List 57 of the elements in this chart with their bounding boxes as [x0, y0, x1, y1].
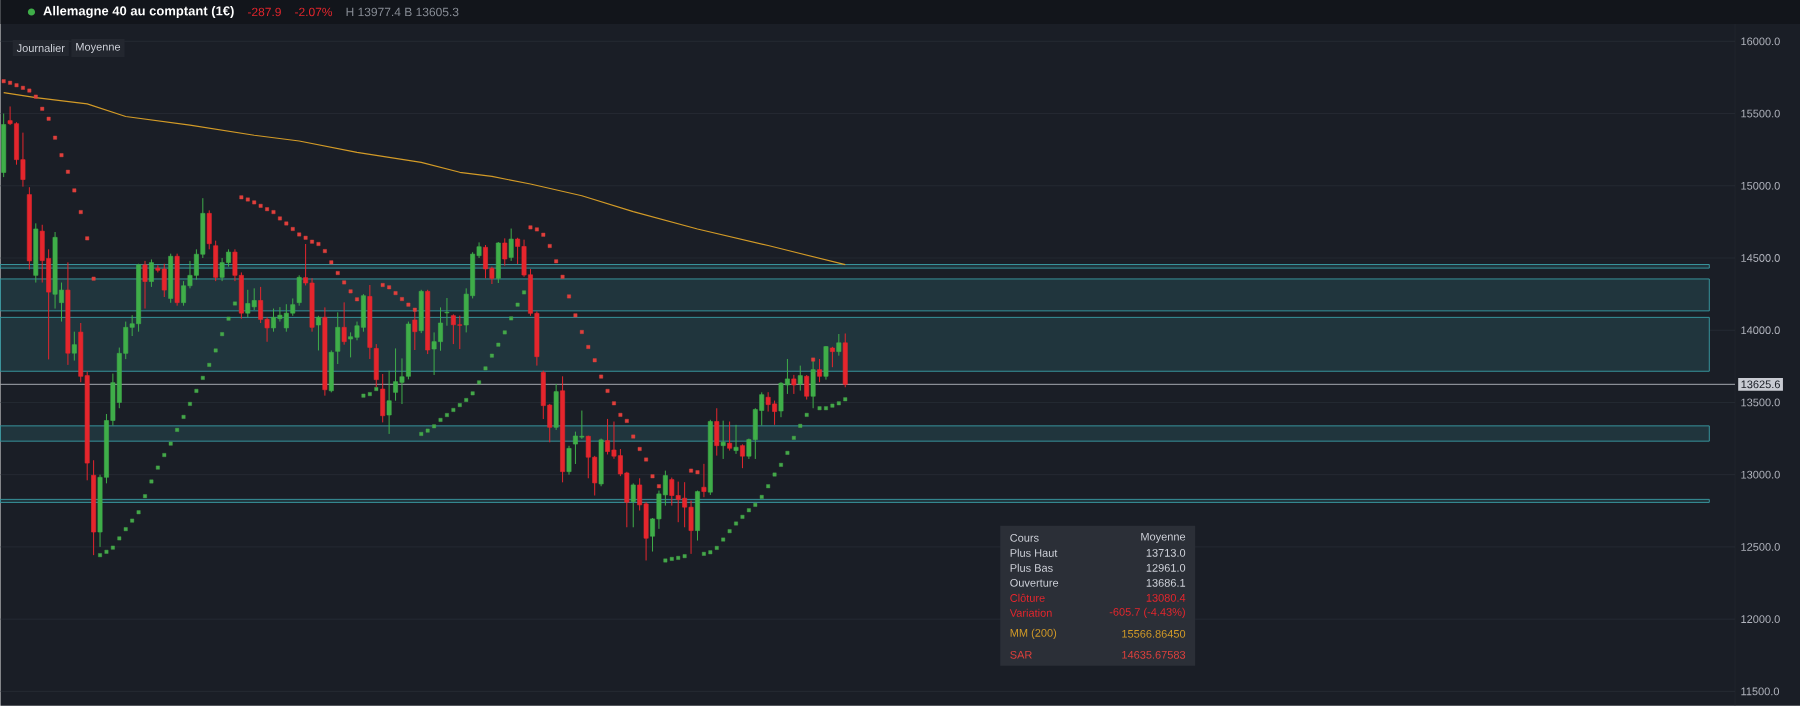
candlestick — [142, 260, 148, 310]
annotation: Moyenne — [1141, 532, 1186, 543]
y-tick-label: 14000.0 — [1741, 326, 1780, 335]
annotation: 14635.67583 — [1122, 650, 1186, 659]
annotation: Variation — [1009, 608, 1052, 617]
annotation: Journalier — [16, 43, 65, 53]
annotation: 13686.1 — [1146, 578, 1186, 587]
y-tick-label: 15000.0 — [1741, 181, 1780, 190]
candlestick — [335, 311, 341, 365]
text: -287.9 — [247, 7, 281, 17]
candlestick — [720, 420, 726, 460]
candlestick — [791, 374, 797, 395]
ref-line-label: 13625.6 — [1741, 380, 1780, 389]
candlestick — [502, 237, 508, 267]
candlestick — [386, 370, 392, 435]
annotation: Cours — [1010, 533, 1039, 542]
candlestick — [412, 308, 418, 351]
candlestick — [701, 463, 707, 498]
y-tick-label: 13500.0 — [1741, 398, 1780, 407]
y-tick-label: 12500.0 — [1741, 543, 1780, 551]
candlestick — [444, 297, 450, 327]
candlestick — [566, 445, 572, 476]
annotation: 12961.0 — [1146, 563, 1186, 572]
candlestick — [71, 331, 77, 362]
y-tick-label: 12000.0 — [1741, 615, 1780, 624]
candlestick — [797, 365, 803, 392]
candlestick — [727, 421, 733, 452]
annotation: Clôture — [1010, 593, 1045, 602]
candlestick — [149, 258, 154, 288]
candlestick — [316, 315, 321, 351]
candlestick — [733, 424, 739, 455]
y-tick-label: 14500.0 — [1741, 254, 1780, 262]
annotation: -605.7 (-4.43%) — [1109, 607, 1185, 618]
y-tick-label: 13000.0 — [1741, 470, 1780, 479]
candlestick — [804, 374, 810, 401]
candlestick — [817, 358, 822, 383]
candlestick — [630, 482, 636, 528]
text: -2.07% — [295, 7, 333, 17]
annotation: SAR — [1010, 650, 1032, 659]
candlestick — [508, 228, 514, 262]
annotation: Plus Bas — [1010, 563, 1053, 572]
annotation: Ouverture — [1010, 578, 1059, 587]
candlestick — [740, 443, 745, 469]
annotation: 13080.4 — [1146, 593, 1186, 602]
annotation: Plus Haut — [1010, 548, 1058, 557]
candlestick — [341, 301, 347, 346]
y-tick-label: 15500.0 — [1741, 109, 1780, 118]
text: H 13977.4 B 13605.3 — [346, 7, 459, 17]
line-series — [3, 92, 846, 266]
annotation: 15566.86450 — [1122, 629, 1186, 638]
candlestick — [836, 333, 842, 357]
chart-title: Allemagne 40 au comptant (1€) — [43, 5, 234, 19]
annotation: 13713.0 — [1146, 548, 1186, 557]
annotation: MM (200) — [1010, 628, 1057, 639]
y-tick-label: 11500.0 — [1741, 687, 1780, 696]
annotation: Moyenne — [76, 43, 121, 53]
y-tick-label: 16000.0 — [1741, 37, 1780, 46]
